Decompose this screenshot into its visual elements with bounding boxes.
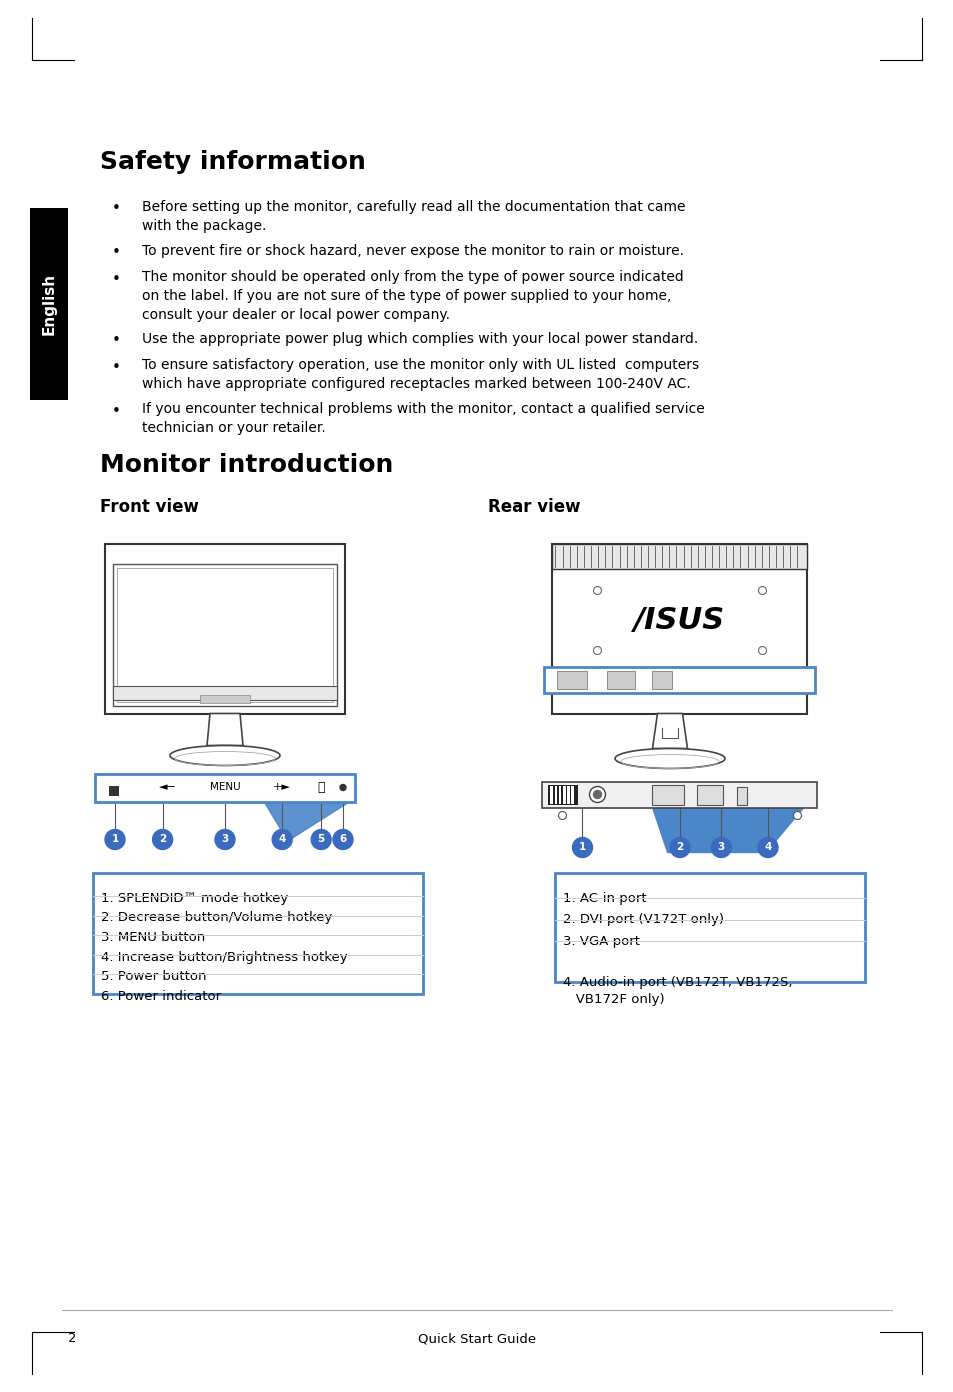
Polygon shape [264,802,350,845]
Bar [105,543,345,714]
Bar [652,785,684,805]
Text: ◄−: ◄− [159,782,176,792]
Bar [552,543,806,714]
Bar [109,785,119,795]
Text: •: • [112,245,120,260]
Circle shape [758,838,778,857]
Text: 3. MENU button: 3. MENU button [101,931,205,944]
Circle shape [311,830,331,849]
Text: •: • [112,333,120,348]
Text: Safety information: Safety information [100,150,366,174]
Text: 5: 5 [317,834,324,845]
Bar [557,671,587,689]
Bar [607,671,635,689]
Text: 1: 1 [578,842,585,852]
Bar [200,695,250,703]
Text: 4. Increase button/Brightness hotkey: 4. Increase button/Brightness hotkey [101,951,347,963]
Text: MENU: MENU [210,782,240,792]
Circle shape [558,812,566,820]
Text: Rear view: Rear view [488,498,579,516]
Circle shape [589,786,605,803]
Bar [112,564,336,706]
Text: If you encounter technical problems with the monitor, contact a qualified servic: If you encounter technical problems with… [142,402,704,436]
Circle shape [669,838,689,857]
Text: The monitor should be operated only from the type of power source indicated
on t: The monitor should be operated only from… [142,270,683,323]
Bar [117,568,333,702]
Circle shape [758,586,765,594]
Circle shape [572,838,592,857]
Text: English: English [42,273,56,335]
Polygon shape [652,714,687,749]
Text: 2: 2 [159,834,166,845]
Text: 2. DVI port (V172T only): 2. DVI port (V172T only) [562,913,723,927]
Circle shape [214,830,234,849]
Text: 4: 4 [278,834,286,845]
Text: +►: +► [273,782,291,792]
Text: Before setting up the monitor, carefully read all the documentation that came
wi: Before setting up the monitor, carefully… [142,200,685,232]
Text: To prevent fire or shock hazard, never expose the monitor to rain or moisture.: To prevent fire or shock hazard, never e… [142,244,683,258]
Circle shape [593,646,601,654]
Circle shape [152,830,172,849]
Bar [548,785,578,805]
Bar [562,785,565,803]
Ellipse shape [615,749,724,768]
Text: 6: 6 [339,834,346,845]
Bar [737,786,747,805]
Text: 1: 1 [112,834,118,845]
Text: Monitor introduction: Monitor introduction [100,452,393,476]
Text: To ensure satisfactory operation, use the monitor only with UL listed  computers: To ensure satisfactory operation, use th… [142,359,699,391]
Text: 4: 4 [763,842,771,852]
Circle shape [333,830,353,849]
Text: 1. AC-in port: 1. AC-in port [562,892,646,905]
Bar [92,873,422,994]
Circle shape [793,812,801,820]
Circle shape [711,838,731,857]
Text: 3: 3 [717,842,724,852]
Text: 2. Decrease button/Volume hotkey: 2. Decrease button/Volume hotkey [101,912,332,924]
Bar [554,785,557,803]
Text: ⏻: ⏻ [317,781,325,793]
Text: •: • [112,359,120,374]
Text: Front view: Front view [100,498,198,516]
Bar [571,785,574,803]
Text: •: • [112,200,120,216]
Text: •: • [112,404,120,419]
Circle shape [758,646,765,654]
Text: 3. VGA port: 3. VGA port [562,935,639,948]
Polygon shape [207,714,243,746]
Bar [542,781,817,807]
Text: 4. Audio-in port (VB172T, VB172S,
   VB172F only): 4. Audio-in port (VB172T, VB172S, VB172F… [562,976,792,1005]
Text: 3: 3 [221,834,229,845]
Text: 2: 2 [68,1332,76,1345]
Bar [558,785,560,803]
Bar [112,685,336,700]
Ellipse shape [170,746,280,766]
Text: 1. SPLENDID™ mode hotkey: 1. SPLENDID™ mode hotkey [101,892,288,905]
Bar [550,785,553,803]
Text: •: • [112,271,120,287]
Bar [30,207,68,400]
Bar [95,774,355,802]
Bar [567,785,569,803]
Text: 5. Power button: 5. Power button [101,970,206,983]
Circle shape [272,830,292,849]
Text: 6. Power indicator: 6. Power indicator [101,990,221,1002]
Circle shape [593,586,601,594]
Text: 2: 2 [676,842,683,852]
Bar [555,873,864,981]
Circle shape [339,785,346,791]
Circle shape [593,791,601,799]
Text: Use the appropriate power plug which complies with your local power standard.: Use the appropriate power plug which com… [142,333,698,347]
Bar [697,785,722,805]
Circle shape [105,830,125,849]
Bar [652,671,672,689]
Bar [544,667,815,692]
Text: /ISUS: /ISUS [634,606,725,635]
Bar [552,543,806,568]
Polygon shape [652,807,803,852]
Text: Quick Start Guide: Quick Start Guide [417,1332,536,1345]
